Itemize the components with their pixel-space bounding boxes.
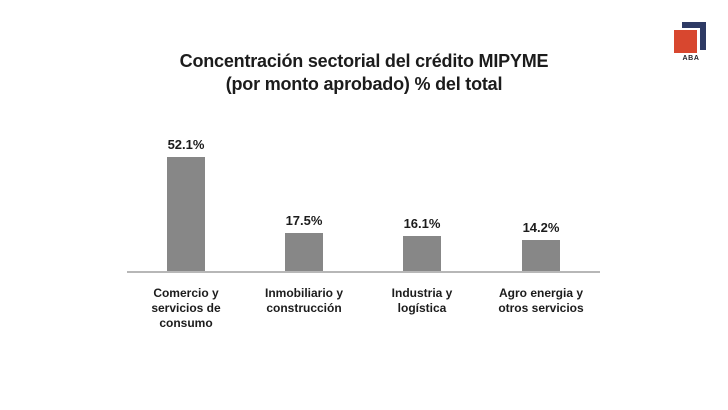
value-label: 14.2%	[522, 220, 560, 235]
value-label: 16.1%	[403, 216, 441, 231]
logo-text: ABA	[682, 55, 700, 62]
category-label: Comercio y servicios de consumo	[151, 286, 221, 330]
value-label: 17.5%	[285, 213, 323, 228]
category-label: Industria y logística	[391, 286, 453, 315]
bar-group: 17.5%	[248, 213, 360, 271]
bar	[403, 236, 441, 271]
category-label: Agro energia y otros servicios	[498, 286, 584, 315]
bar-group: 52.1%	[130, 137, 242, 271]
aba-logo: ABA	[672, 20, 710, 66]
logo-corner-top-bar	[682, 22, 706, 28]
category-label: Inmobiliario y construcción	[264, 286, 343, 315]
bar	[522, 240, 560, 271]
logo-red-square	[674, 30, 697, 53]
logo-corner-right-bar	[700, 22, 706, 50]
x-axis-line	[127, 271, 600, 273]
chart-title: Concentración sectorial del crédito MIPY…	[0, 50, 728, 96]
value-label: 52.1%	[167, 137, 205, 152]
bar-group: 14.2%	[485, 220, 597, 271]
bar	[285, 233, 323, 271]
bar-group: 16.1%	[366, 216, 478, 271]
bar	[167, 157, 205, 271]
chart-title-line2: (por monto aprobado) % del total	[225, 74, 503, 94]
chart-title-line1: Concentración sectorial del crédito MIPY…	[179, 51, 549, 71]
